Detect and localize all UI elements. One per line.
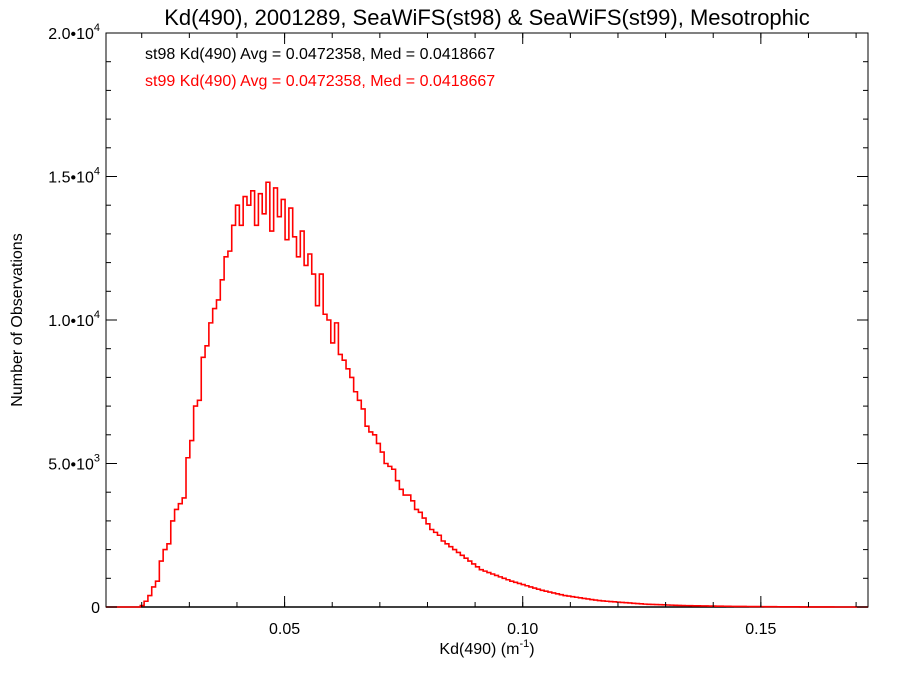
series-line-st99 [106,181,868,608]
stats-annotation: st99 Kd(490) Avg = 0.0472358, Med = 0.04… [145,73,495,90]
chart-title: Kd(490), 2001289, SeaWiFS(st98) & SeaWiF… [164,5,810,30]
y-tick-label: 5.0•103 [48,453,100,474]
y-axis: 0 5.0•103 1.0•104 1.5•104 2.0•104 [48,22,868,617]
x-tick-label: 0.10 [507,621,538,638]
y-tick-label: 1.5•104 [48,166,100,187]
y-axis-label: Number of Observations [9,233,26,406]
x-axis: 0.05 0.10 0.15 [141,33,857,638]
x-axis-label: Kd(490) (m-1) [439,638,534,658]
x-tick-label: 0.05 [269,621,300,638]
plot-area [105,32,869,608]
y-tick-label: 1.0•104 [48,309,100,330]
x-tick-label: 0.15 [745,621,776,638]
y-tick-label: 2.0•104 [48,22,100,43]
y-tick-label: 0 [91,600,100,617]
plot-frame [105,32,869,608]
stats-annotation: st98 Kd(490) Avg = 0.0472358, Med = 0.04… [145,46,495,63]
stats-annotations: st98 Kd(490) Avg = 0.0472358, Med = 0.04… [145,46,495,90]
